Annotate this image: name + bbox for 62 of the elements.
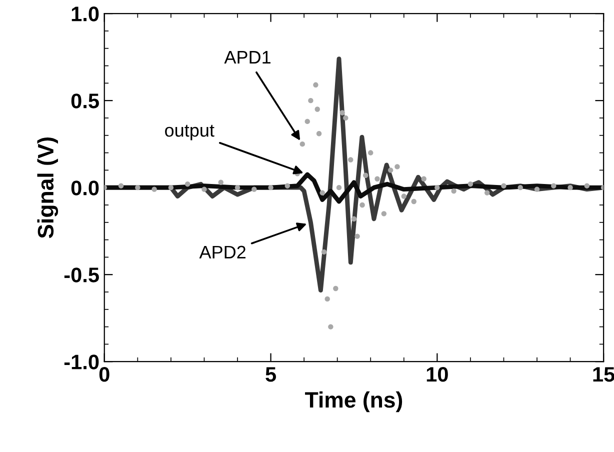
x-tick-label: 10 — [426, 367, 448, 382]
point — [320, 190, 325, 196]
point — [234, 184, 240, 190]
point — [434, 184, 440, 190]
point — [388, 168, 394, 173]
point — [184, 182, 190, 187]
point — [381, 211, 387, 216]
point — [568, 184, 573, 190]
point — [202, 186, 207, 192]
x-tick-label: 0 — [99, 367, 110, 382]
point — [360, 202, 365, 208]
point — [168, 184, 174, 190]
y-tick-label: -1.0 — [64, 354, 99, 370]
point — [374, 176, 380, 182]
y-tick-label: 0.5 — [71, 94, 99, 108]
point — [351, 216, 357, 222]
y-tick-label: 1.0 — [72, 6, 99, 22]
point — [401, 194, 406, 199]
point — [308, 98, 314, 104]
y-axis-title: Signal (V) — [37, 137, 58, 238]
point — [321, 249, 327, 255]
text: output — [165, 124, 214, 140]
point — [252, 186, 257, 192]
point — [152, 186, 157, 192]
point — [328, 324, 334, 330]
point — [501, 183, 506, 188]
point — [314, 106, 320, 112]
point — [304, 118, 310, 124]
point — [284, 183, 290, 188]
point — [363, 172, 368, 178]
point — [218, 180, 224, 185]
point — [313, 82, 318, 88]
point — [340, 110, 345, 116]
x-axis-title: Time (ns) — [305, 391, 402, 412]
point — [451, 188, 456, 194]
point — [324, 296, 330, 302]
point — [118, 183, 124, 188]
line-series — [104, 172, 604, 204]
y-tick-label: -0.5 — [64, 268, 99, 282]
point — [551, 183, 556, 188]
point — [354, 234, 360, 239]
x-tick-label: 5 — [266, 367, 276, 382]
point — [343, 115, 348, 121]
point — [336, 184, 342, 190]
point — [368, 150, 374, 156]
y-tick-label: 0.0 — [71, 180, 99, 196]
text: APD1 — [224, 51, 270, 64]
point — [411, 198, 416, 204]
point — [518, 184, 523, 190]
point — [333, 286, 338, 292]
point — [421, 176, 426, 182]
point — [348, 157, 354, 162]
point — [484, 190, 490, 196]
point — [394, 164, 400, 170]
point — [300, 141, 305, 147]
point — [316, 131, 322, 136]
text: APD2 — [199, 246, 246, 258]
point — [584, 183, 590, 188]
point — [468, 182, 474, 187]
point — [534, 186, 540, 192]
point — [135, 184, 140, 190]
point — [268, 184, 274, 190]
